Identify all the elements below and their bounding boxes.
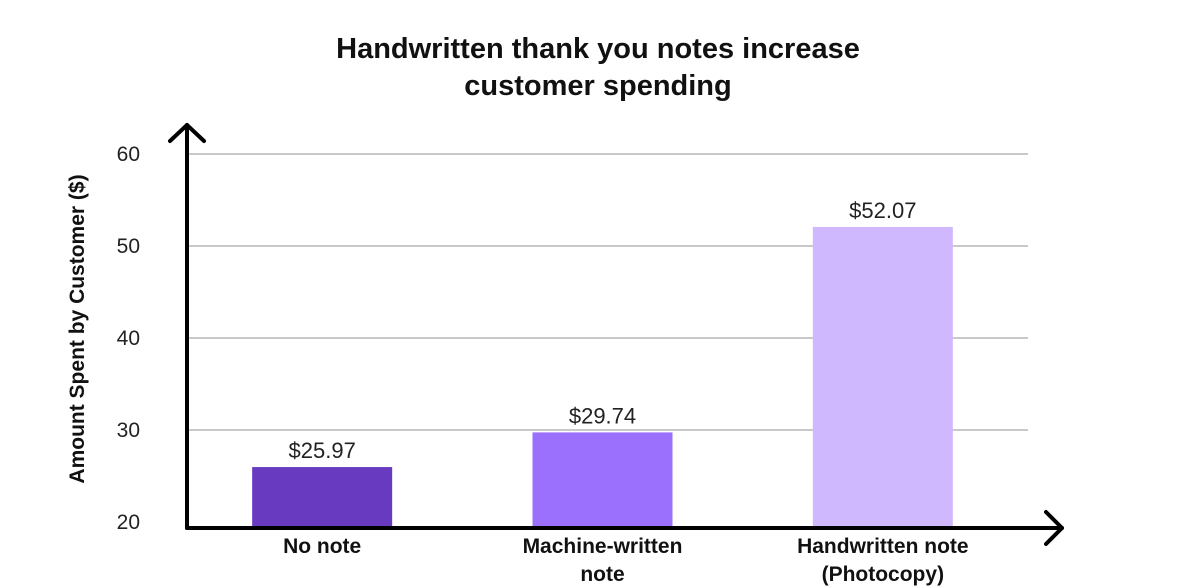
y-tick-label: 60	[117, 143, 140, 166]
data-labels: $25.97 $29.74 $52.07	[289, 198, 917, 463]
x-tick-labels: No note Machine-written note Handwritten no…	[283, 535, 968, 586]
x-tick-label: Handwritten note	[797, 535, 969, 558]
x-tick-label: No note	[283, 535, 361, 558]
data-label: $25.97	[289, 438, 356, 463]
x-tick-label: note	[580, 563, 624, 586]
y-tick-label: 30	[117, 419, 140, 442]
y-tick-label: 20	[117, 511, 140, 534]
y-axis-label: Amount Spent by Customer ($)	[66, 174, 89, 483]
chart-title-line-2: customer spending	[464, 70, 732, 102]
y-tick-label: 50	[117, 235, 140, 258]
bar	[532, 432, 673, 528]
y-tick-label: 40	[117, 327, 140, 350]
chart-text: Handwritten thank you notes increase cus…	[66, 33, 860, 484]
y-axis-arrow-icon	[168, 123, 206, 143]
data-label: $52.07	[849, 198, 916, 223]
y-tick-labels: 20 30 40 50 60	[117, 143, 140, 534]
x-tick-label: (Photocopy)	[822, 563, 944, 586]
data-label: $29.74	[569, 403, 636, 428]
x-axis-arrow-icon	[1044, 510, 1064, 546]
chart-title-line-1: Handwritten thank you notes increase	[336, 33, 860, 65]
bar	[812, 226, 953, 528]
bar	[252, 467, 393, 528]
bars	[252, 226, 953, 528]
x-tick-label: Machine-written	[523, 535, 683, 558]
axes	[168, 123, 1064, 546]
